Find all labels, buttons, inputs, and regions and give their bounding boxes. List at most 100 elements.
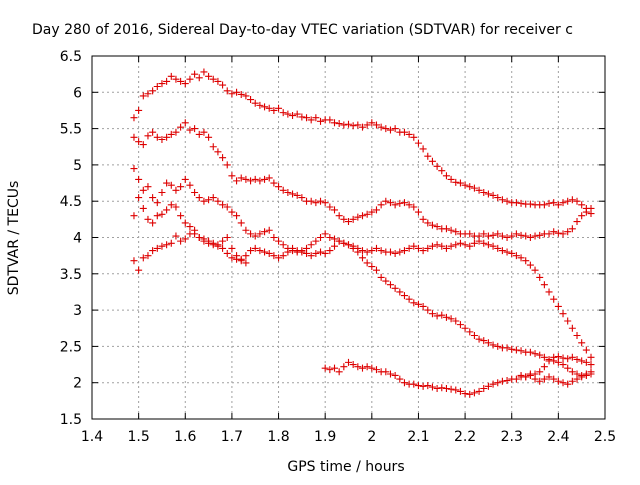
- data-point: [181, 235, 189, 243]
- data-point: [428, 157, 436, 165]
- data-point: [195, 74, 203, 82]
- data-point: [489, 341, 497, 349]
- data-point: [256, 101, 264, 109]
- data-point: [489, 380, 497, 388]
- data-point: [345, 218, 352, 226]
- data-point: [545, 230, 553, 238]
- x-tick-label: 2: [367, 429, 376, 445]
- data-point: [149, 219, 157, 227]
- data-point: [512, 346, 520, 354]
- data-point: [261, 248, 269, 256]
- data-point: [433, 312, 441, 320]
- data-point: [265, 226, 273, 234]
- data-point: [438, 311, 446, 319]
- data-point: [219, 201, 227, 209]
- data-point: [261, 228, 269, 236]
- data-point: [428, 383, 436, 391]
- data-point: [568, 225, 576, 233]
- data-point: [233, 252, 241, 260]
- data-point: [470, 332, 478, 340]
- data-point: [377, 123, 385, 131]
- data-point: [461, 241, 469, 249]
- data-point: [433, 223, 441, 231]
- data-point: [433, 241, 441, 249]
- data-point: [363, 363, 371, 371]
- data-point: [298, 248, 306, 256]
- data-point: [517, 231, 525, 239]
- data-point: [191, 125, 199, 133]
- data-point: [498, 232, 506, 240]
- data-point: [368, 119, 376, 127]
- x-tick-label: 1.8: [267, 429, 289, 445]
- data-point: [470, 184, 478, 192]
- data-point: [172, 75, 180, 83]
- data-point: [410, 203, 418, 211]
- data-point: [372, 266, 380, 274]
- data-point: [256, 247, 264, 255]
- y-tick-label: 6: [73, 85, 82, 101]
- data-point: [293, 110, 301, 118]
- data-point: [200, 235, 208, 243]
- data-point: [391, 284, 399, 292]
- data-point: [447, 175, 455, 183]
- data-point: [382, 368, 390, 376]
- data-points: [130, 68, 595, 398]
- data-point: [223, 249, 231, 257]
- data-point: [587, 353, 595, 361]
- data-point: [345, 358, 352, 366]
- data-point: [135, 266, 143, 274]
- data-point: [554, 229, 562, 237]
- data-point: [484, 241, 492, 249]
- data-point: [177, 183, 185, 191]
- data-point: [167, 239, 175, 247]
- data-point: [554, 353, 562, 361]
- data-point: [289, 244, 297, 252]
- data-point: [312, 114, 320, 122]
- data-point: [149, 128, 157, 136]
- data-point: [517, 199, 525, 207]
- data-point: [536, 231, 544, 239]
- data-point: [289, 190, 297, 198]
- data-point: [326, 247, 334, 255]
- data-point: [172, 186, 180, 194]
- data-point: [345, 120, 352, 128]
- series-trace-c: [130, 165, 595, 379]
- data-point: [512, 199, 520, 207]
- data-point: [214, 241, 222, 249]
- data-point: [410, 242, 418, 250]
- data-point: [349, 215, 357, 223]
- data-point: [153, 244, 161, 252]
- data-point: [135, 138, 143, 146]
- data-point: [135, 175, 143, 183]
- data-point: [517, 254, 525, 262]
- data-point: [452, 386, 460, 394]
- data-point: [237, 219, 245, 227]
- data-point: [568, 353, 576, 361]
- data-point: [368, 247, 376, 255]
- data-point: [219, 237, 227, 245]
- data-point: [358, 212, 366, 220]
- data-point: [475, 387, 483, 395]
- data-point: [251, 244, 259, 252]
- data-point: [144, 90, 152, 98]
- data-point: [242, 92, 250, 100]
- data-point: [466, 183, 474, 191]
- data-point: [438, 242, 446, 250]
- data-point: [261, 175, 269, 183]
- data-point: [564, 317, 572, 325]
- data-point: [223, 161, 231, 169]
- axes: [91, 55, 606, 420]
- data-point: [270, 252, 278, 260]
- data-point: [484, 190, 492, 198]
- data-point: [545, 373, 553, 381]
- data-point: [237, 255, 245, 263]
- data-point: [368, 364, 376, 372]
- data-point: [153, 133, 161, 141]
- data-point: [447, 385, 455, 393]
- data-point: [568, 196, 576, 204]
- data-point: [158, 80, 166, 88]
- data-point: [531, 350, 539, 358]
- data-point: [564, 228, 572, 236]
- data-point: [540, 375, 548, 383]
